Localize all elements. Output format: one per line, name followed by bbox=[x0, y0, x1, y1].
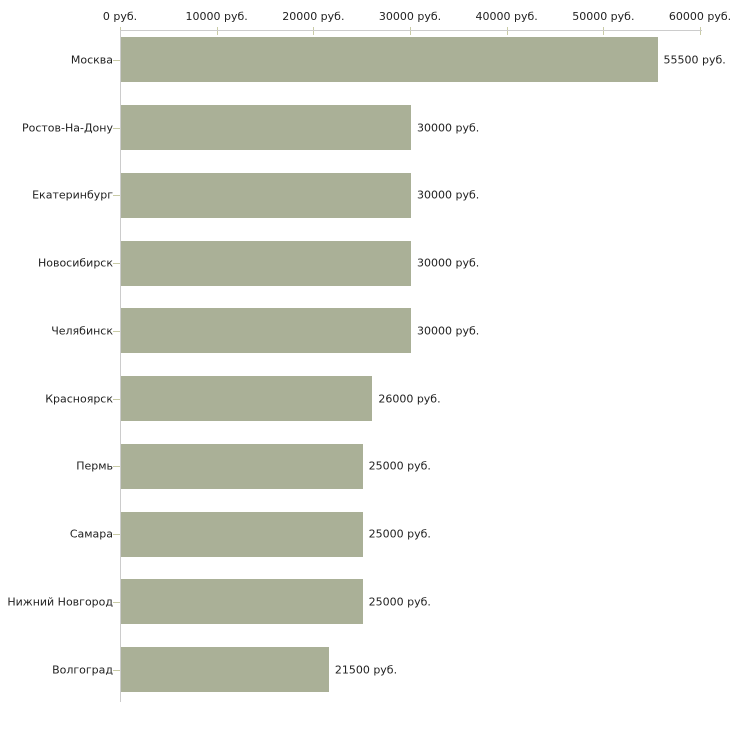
y-category-label: Нижний Новгород bbox=[7, 595, 113, 609]
x-axis-tick-label: 50000 руб. bbox=[572, 10, 635, 23]
x-axis-tick-mark bbox=[506, 27, 508, 35]
x-axis-tick-label: 0 руб. bbox=[102, 10, 138, 23]
y-axis-tick-mark bbox=[113, 466, 120, 468]
y-category-label: Екатеринбург bbox=[32, 188, 113, 202]
bar-value-label: 55500 руб. bbox=[663, 53, 726, 67]
bar-3 bbox=[121, 172, 411, 218]
bar-1 bbox=[121, 37, 658, 83]
bar-value-label: 30000 руб. bbox=[417, 121, 480, 135]
y-category-label: Самара bbox=[69, 527, 113, 541]
x-axis-tick-label: 30000 руб. bbox=[378, 10, 442, 23]
bar-value-label: 30000 руб. bbox=[417, 256, 480, 270]
y-category-label: Новосибирск bbox=[37, 256, 113, 270]
x-axis-line bbox=[120, 30, 702, 31]
bar-2 bbox=[121, 105, 411, 151]
x-axis-tick-label: 60000 руб. bbox=[668, 10, 730, 23]
x-axis-tick-mark bbox=[603, 27, 605, 35]
bar-10 bbox=[121, 647, 329, 693]
bar-6 bbox=[121, 376, 373, 422]
y-category-label: Волгоград bbox=[52, 663, 113, 677]
x-axis-tick-label: 20000 руб. bbox=[282, 10, 345, 23]
y-category-label: Челябинск bbox=[51, 324, 113, 338]
y-axis-tick-mark bbox=[113, 601, 120, 603]
y-axis-tick-mark bbox=[113, 330, 120, 332]
y-axis-tick-mark bbox=[113, 669, 120, 671]
bar-9 bbox=[121, 579, 363, 625]
bar-value-label: 25000 руб. bbox=[368, 595, 431, 609]
y-axis-tick-mark bbox=[113, 127, 120, 129]
x-axis-tick-mark bbox=[313, 27, 315, 35]
y-category-label: Москва bbox=[70, 53, 113, 67]
y-axis-line bbox=[120, 30, 121, 702]
y-category-label: Ростов-На-Дону bbox=[21, 121, 113, 135]
y-category-label: Красноярск bbox=[45, 392, 113, 406]
x-axis-tick-label: 40000 руб. bbox=[475, 10, 538, 23]
bar-value-label: 30000 руб. bbox=[417, 324, 480, 338]
x-axis-tick-mark bbox=[216, 27, 218, 35]
bar-value-label: 25000 руб. bbox=[368, 459, 431, 473]
bar-8 bbox=[121, 511, 363, 557]
y-axis-tick-mark bbox=[113, 195, 120, 197]
bar-value-label: 25000 руб. bbox=[368, 527, 431, 541]
x-axis-tick-mark bbox=[410, 27, 411, 35]
bar-value-label: 21500 руб. bbox=[334, 663, 398, 677]
bar-7 bbox=[121, 443, 363, 489]
x-axis-tick-label: 10000 руб. bbox=[185, 10, 248, 23]
bar-5 bbox=[121, 308, 411, 354]
bar-value-label: 30000 руб. bbox=[417, 188, 480, 202]
y-axis-tick-mark bbox=[113, 398, 120, 400]
y-category-label: Пермь bbox=[76, 459, 113, 473]
x-axis-tick-mark bbox=[700, 27, 701, 35]
bar-4 bbox=[121, 240, 411, 286]
bar-value-label: 26000 руб. bbox=[378, 392, 441, 406]
y-axis-tick-mark bbox=[113, 59, 120, 61]
y-axis-tick-mark bbox=[113, 263, 120, 265]
y-axis-tick-mark bbox=[113, 534, 120, 536]
